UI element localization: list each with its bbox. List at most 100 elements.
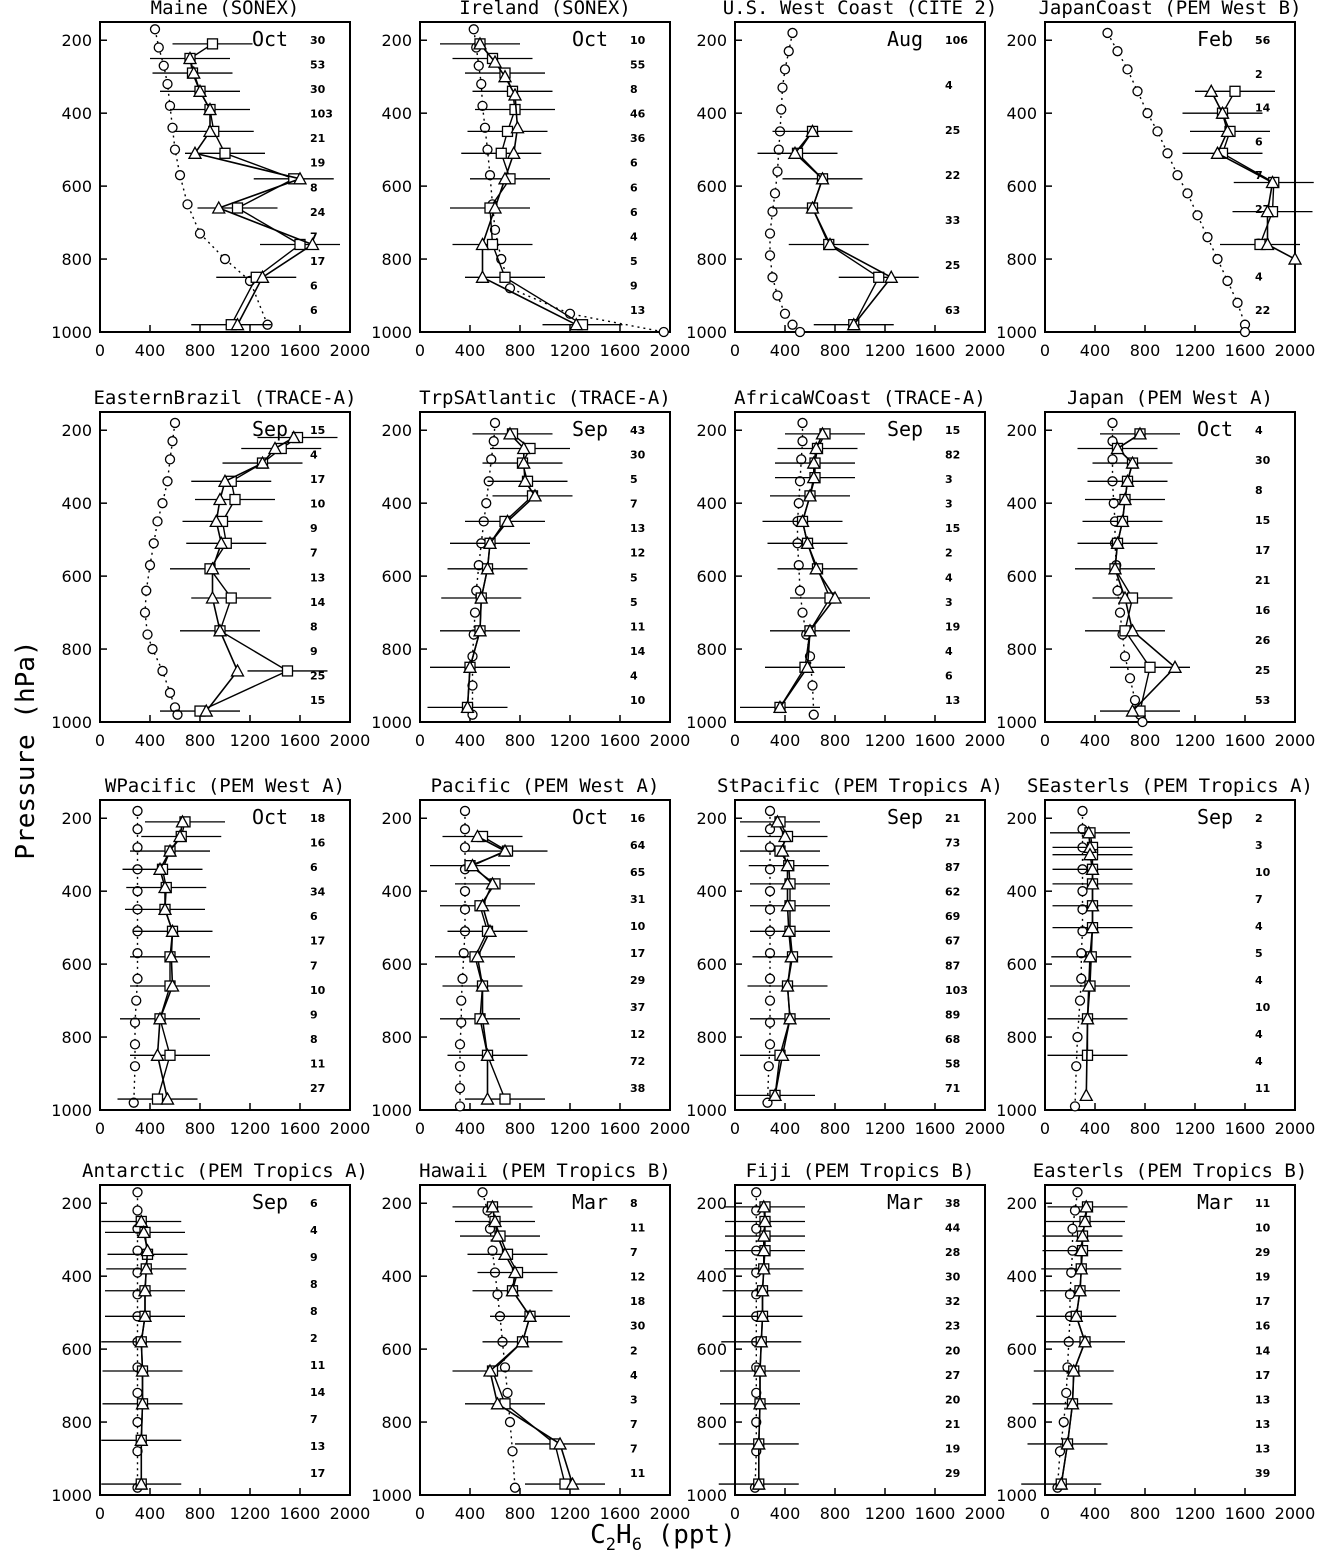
y-tick-label: 400 [61, 1267, 92, 1286]
mean-point [230, 663, 245, 677]
y-tick-label: 400 [696, 1267, 727, 1286]
sample-count: 65 [630, 866, 645, 879]
mean-point [480, 1091, 495, 1105]
panel-frame [99, 21, 351, 333]
mean-point [134, 1214, 149, 1228]
x-tick-label: 800 [820, 1504, 851, 1523]
x-tick-label: 0 [415, 1504, 425, 1523]
mean-point [164, 949, 179, 963]
y-tick-label: 1000 [686, 1101, 727, 1120]
x-tick-label: 0 [730, 1504, 740, 1523]
mean-point [756, 1243, 771, 1257]
x-tick-label: 0 [730, 341, 740, 360]
mean-point [516, 441, 531, 455]
sample-count: 24 [310, 206, 326, 219]
x-tick-label: 0 [1040, 731, 1050, 750]
model-point [1102, 27, 1113, 39]
x-tick-label: 1200 [1175, 1504, 1216, 1523]
sample-count: 21 [945, 1418, 960, 1431]
sample-count: 7 [630, 1246, 638, 1259]
mean-point [470, 949, 485, 963]
panel-month: Oct [1197, 417, 1233, 441]
mean-point [775, 1047, 790, 1061]
y-tick-label: 200 [61, 421, 92, 440]
mean-point [475, 237, 490, 251]
model-point [751, 1416, 762, 1428]
mean-point [211, 200, 226, 214]
model-line [1106, 32, 1246, 332]
model-point [1129, 694, 1141, 706]
sample-count: 4 [630, 669, 638, 682]
mean-point [1074, 1243, 1089, 1257]
sample-count: 15 [945, 522, 960, 535]
y-tick-label: 600 [1006, 955, 1037, 974]
mean-point [782, 1011, 798, 1025]
x-tick-label: 1200 [550, 1119, 591, 1138]
y-tick-label: 600 [381, 177, 412, 196]
sample-count: 10 [310, 498, 326, 511]
panel-month: Aug [887, 27, 923, 51]
model-point [764, 973, 776, 984]
sample-count: 68 [945, 1033, 960, 1046]
sample-count: 6 [310, 861, 318, 874]
sample-count: 27 [945, 1369, 960, 1382]
mean-point [805, 124, 820, 138]
mean-point [1079, 1088, 1094, 1102]
model-point [1058, 1416, 1069, 1428]
panel-frame [1044, 1184, 1296, 1496]
sample-count: 13 [1255, 1442, 1270, 1455]
mean-point [772, 700, 788, 714]
median-point [486, 238, 499, 251]
mean-point [805, 200, 820, 214]
panel-month: Sep [572, 417, 608, 441]
panel-frame [99, 411, 351, 723]
panel-title: Antarctic (PEM Tropics A) [82, 1160, 368, 1182]
y-tick-label: 800 [1006, 1028, 1037, 1047]
panel-15: Fiji (PEM Tropics B) Mar 200 400 600 800 10000… [686, 1160, 1005, 1523]
sample-count: 3 [945, 596, 953, 609]
x-tick-label: 1600 [915, 341, 956, 360]
sample-count: 6 [630, 181, 638, 194]
mean-point [165, 923, 180, 937]
x-tick-label: 1200 [550, 341, 591, 360]
sample-count: 7 [310, 959, 318, 972]
model-point [1137, 716, 1148, 728]
mean-point [510, 120, 525, 134]
mean-point [140, 1243, 155, 1257]
model-point [1077, 886, 1088, 897]
model-point [454, 1039, 466, 1050]
mean-point [209, 514, 224, 528]
mean-point [217, 473, 233, 487]
y-tick-label: 400 [696, 882, 727, 901]
model-line [144, 422, 179, 715]
x-tick-label: 400 [135, 1119, 166, 1138]
x-tick-label: 400 [455, 341, 486, 360]
model-point [779, 308, 791, 319]
mean-point [527, 488, 543, 502]
x-tick-label: 800 [505, 341, 536, 360]
x-tick-label: 800 [185, 341, 216, 360]
sample-count: 44 [945, 1222, 961, 1235]
mean-point [162, 843, 178, 857]
sample-count: 2 [630, 1344, 638, 1357]
sample-count: 8 [310, 1033, 318, 1046]
x-tick-label: 2000 [1275, 341, 1316, 360]
sample-count: 53 [1255, 694, 1270, 707]
model-point [1192, 210, 1203, 221]
mean-point [506, 145, 521, 159]
model-line [769, 32, 801, 333]
sample-count: 17 [1255, 1295, 1270, 1308]
sample-count: 89 [945, 1008, 960, 1021]
y-tick-label: 400 [381, 882, 412, 901]
y-tick-label: 200 [381, 1194, 412, 1213]
y-tick-label: 200 [1006, 421, 1037, 440]
sample-count: 13 [1255, 1418, 1270, 1431]
mean-point [777, 829, 793, 843]
sample-count: 16 [310, 837, 326, 850]
mean-point [505, 1283, 520, 1297]
x-tick-label: 1600 [600, 1119, 641, 1138]
sample-count: 19 [1255, 1271, 1270, 1284]
panel-month: Oct [252, 805, 288, 829]
x-tick-label: 400 [1080, 341, 1111, 360]
y-tick-label: 800 [61, 1413, 92, 1432]
